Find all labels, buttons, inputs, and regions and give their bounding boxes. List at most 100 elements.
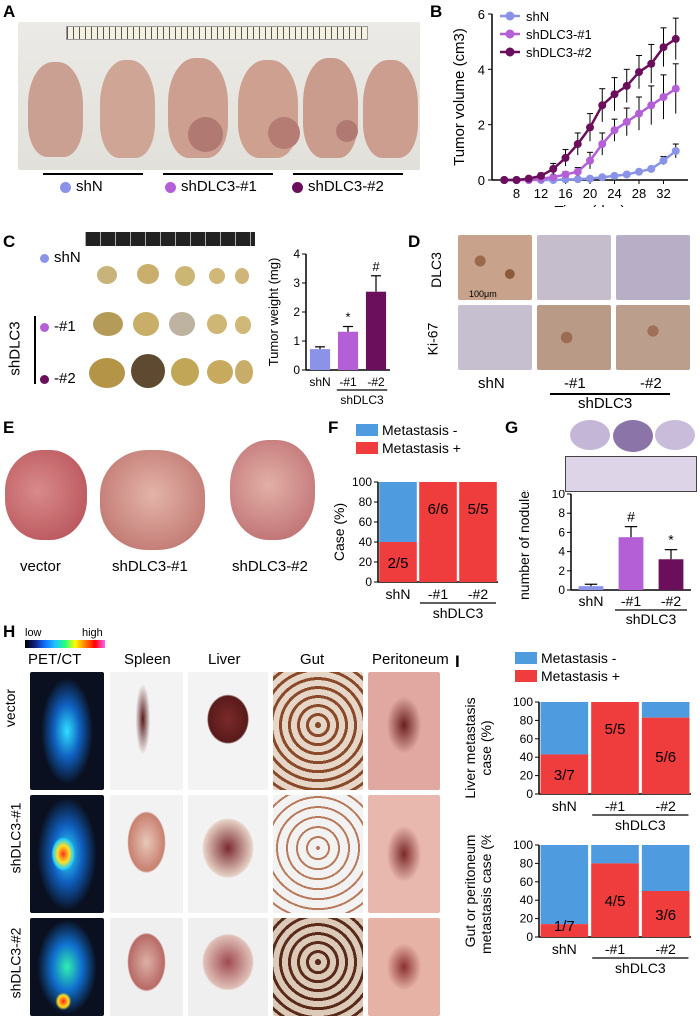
- legend-shn: shN: [60, 178, 103, 195]
- c-row-sh1: -#1: [40, 318, 76, 335]
- y-tick-label: 0: [365, 575, 372, 589]
- data-point: [549, 164, 558, 173]
- y-axis-label: Liver metastasis: [462, 697, 478, 798]
- panel-label-d: D: [408, 232, 421, 251]
- data-point: [659, 156, 668, 165]
- dot-shn-icon: [60, 181, 71, 193]
- significance-mark: *: [345, 310, 350, 325]
- y-tick-label: 40: [520, 893, 534, 907]
- y-tick-label: 0: [478, 173, 485, 188]
- data-point: [622, 117, 631, 126]
- y-tick-label: 4: [478, 62, 485, 77]
- panel-label-b: B: [430, 2, 443, 21]
- y-axis-label: Case (%): [331, 503, 347, 561]
- bar: [658, 559, 684, 590]
- liver-metastasis-chart: 0 20 40 60 80 100 Liver metastasis case (%) 3/7 s…: [462, 650, 691, 832]
- fraction-label: 5/5: [468, 501, 489, 518]
- bar-positive: [419, 482, 457, 582]
- x-tick-label: -#1: [605, 941, 625, 957]
- ihc-ki67-sh1: [537, 305, 611, 370]
- data-point: [549, 173, 558, 182]
- e-label-sh2: shDLC3-#2: [232, 558, 308, 575]
- bar: [578, 586, 604, 590]
- petct-sh2: [30, 918, 104, 1016]
- data-point: [647, 164, 656, 173]
- y-tick-label: 20: [520, 912, 534, 926]
- x-axis-label: Time (day): [554, 203, 625, 207]
- peritoneum-vector: [368, 672, 440, 790]
- panel-label-c: C: [3, 232, 16, 251]
- y-tick-label: 4: [558, 545, 565, 559]
- data-point: [647, 59, 656, 68]
- y-tick-label: 60: [520, 875, 534, 889]
- y-axis-label: Gut or peritoneum: [462, 835, 478, 947]
- gut-sh2: [273, 918, 363, 1016]
- fraction-label: 2/5: [388, 555, 409, 572]
- dot-c-sh1-icon: [40, 322, 49, 332]
- lung-sh1: [100, 450, 205, 550]
- data-point: [659, 43, 668, 52]
- legend-label: shN: [526, 9, 549, 24]
- x-tick-label: -#1: [621, 593, 641, 609]
- fraction-label: 3/6: [655, 907, 676, 924]
- x-tick-label: 24: [607, 186, 621, 201]
- d-col-sh2: -#2: [640, 375, 662, 392]
- y-tick-label: 2: [293, 305, 300, 319]
- y-tick-label: 80: [520, 713, 534, 727]
- group-label: shDLC3: [433, 605, 484, 618]
- y-tick-label: 10: [552, 490, 566, 501]
- bar-positive: [540, 754, 589, 794]
- data-point: [537, 171, 545, 180]
- x-tick-label: 32: [656, 186, 670, 201]
- legend-label: shDLC3-#2: [526, 45, 592, 60]
- data-point: [610, 90, 619, 99]
- data-point: [610, 171, 619, 180]
- d-row-dlc3: DLC3: [427, 252, 444, 288]
- y-tick-label: 0: [293, 363, 300, 377]
- bar: [365, 291, 387, 370]
- x-tick-label: -#1: [605, 798, 625, 814]
- y-axis-label: metastasis case (%): [478, 835, 494, 954]
- legend-marker: [505, 11, 515, 21]
- bar-positive: [591, 702, 639, 794]
- lung-metastasis-case-chart: 0 20 40 60 80 100 Case (%) 2/5 shN 6/6 -#1 5/5 -#2 sh…: [331, 422, 498, 618]
- liver-sh2: [188, 918, 268, 1016]
- y-tick-label: 80: [520, 856, 534, 870]
- x-tick-label: -#2: [656, 798, 676, 814]
- significance-mark: #: [372, 259, 380, 274]
- spleen-sh2: [110, 918, 183, 1016]
- data-point: [635, 109, 643, 118]
- group-label: shDLC3: [340, 393, 384, 407]
- x-tick-label: -#2: [367, 375, 385, 389]
- bar-negative: [540, 702, 589, 755]
- d-col-shn: shN: [478, 375, 505, 392]
- bar: [618, 537, 644, 590]
- h-col-gut: Gut: [300, 651, 325, 668]
- fraction-label: 4/5: [605, 893, 626, 910]
- y-tick-label: 40: [359, 535, 373, 549]
- spleen-vector: [110, 672, 183, 790]
- legend-label: Metastasis +: [541, 668, 620, 684]
- ihc-ki67-sh2: [616, 305, 690, 370]
- gut-vector: [273, 672, 363, 790]
- y-tick-label: 6: [478, 7, 485, 22]
- c-row-sh2: -#2: [40, 370, 76, 387]
- bar-positive: [591, 863, 639, 937]
- h-col-petct: PET/CT: [28, 651, 82, 668]
- fraction-label: 5/5: [605, 721, 626, 738]
- panel-label-g: G: [505, 418, 519, 437]
- bar-positive: [459, 482, 497, 582]
- heat-high: high: [82, 627, 103, 639]
- group-label: shDLC3: [615, 960, 666, 976]
- x-tick-label: -#2: [468, 586, 488, 602]
- x-tick-label: -#2: [661, 593, 681, 609]
- y-axis-label: number of nodules: [516, 490, 532, 600]
- y-axis-label: Tumor weight (mg): [266, 258, 281, 367]
- y-tick-label: 60: [359, 515, 373, 529]
- fraction-label: 6/6: [428, 501, 449, 518]
- data-point: [573, 167, 582, 176]
- y-tick-label: 8: [558, 506, 565, 520]
- legend-label: shDLC3-#1: [526, 27, 592, 42]
- c-bracket: [34, 316, 36, 384]
- tumor-volume-chart: 02468121620242832Time (day)Tumor volume …: [451, 7, 688, 207]
